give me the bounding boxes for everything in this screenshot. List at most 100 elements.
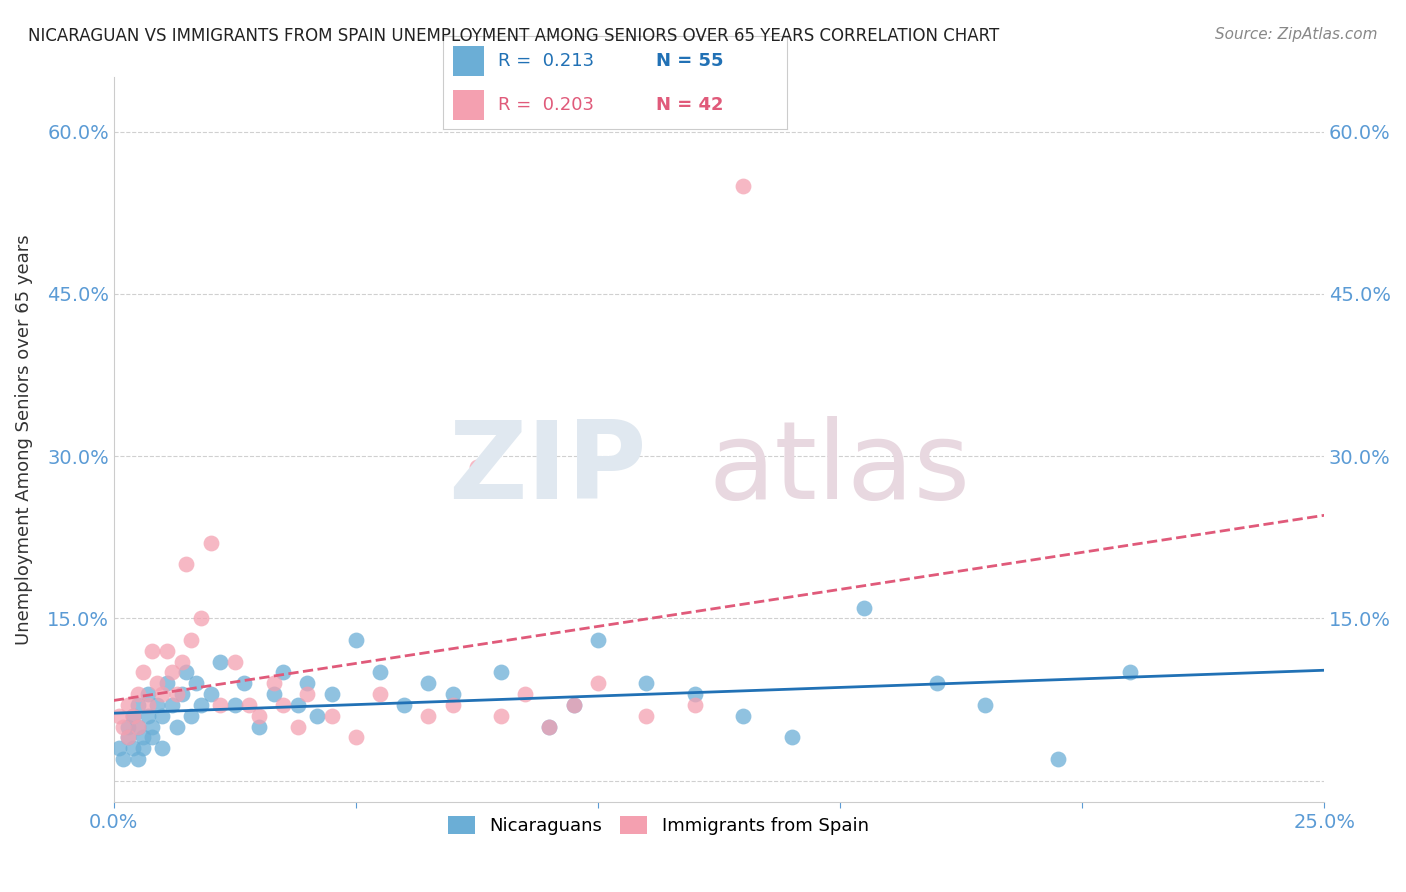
FancyBboxPatch shape bbox=[453, 46, 484, 76]
Point bbox=[166, 720, 188, 734]
Point bbox=[146, 676, 169, 690]
Point bbox=[117, 731, 139, 745]
Point bbox=[170, 687, 193, 701]
Point bbox=[287, 698, 309, 712]
Point bbox=[238, 698, 260, 712]
Point bbox=[156, 676, 179, 690]
Point bbox=[209, 698, 232, 712]
Point bbox=[418, 708, 440, 723]
Point bbox=[489, 665, 512, 680]
Point bbox=[141, 720, 163, 734]
Point bbox=[538, 720, 561, 734]
Point bbox=[489, 708, 512, 723]
Point bbox=[271, 665, 294, 680]
Point bbox=[271, 698, 294, 712]
Point bbox=[733, 178, 755, 193]
Point bbox=[117, 720, 139, 734]
Point bbox=[224, 698, 246, 712]
Point bbox=[141, 644, 163, 658]
Point bbox=[127, 698, 149, 712]
Point bbox=[538, 720, 561, 734]
Point bbox=[180, 632, 202, 647]
Point bbox=[127, 687, 149, 701]
Point bbox=[418, 676, 440, 690]
Point bbox=[160, 665, 183, 680]
Point bbox=[190, 611, 212, 625]
Point bbox=[683, 687, 706, 701]
Text: atlas: atlas bbox=[709, 416, 972, 522]
Point bbox=[122, 741, 145, 756]
Point bbox=[136, 687, 159, 701]
Point bbox=[321, 687, 343, 701]
FancyBboxPatch shape bbox=[453, 90, 484, 120]
Point bbox=[465, 459, 488, 474]
Point bbox=[184, 676, 207, 690]
Point bbox=[136, 698, 159, 712]
Point bbox=[1119, 665, 1142, 680]
Point bbox=[297, 687, 319, 701]
Point bbox=[224, 655, 246, 669]
Point bbox=[586, 676, 609, 690]
Point bbox=[127, 752, 149, 766]
Point bbox=[176, 665, 198, 680]
Y-axis label: Unemployment Among Seniors over 65 years: Unemployment Among Seniors over 65 years bbox=[15, 235, 32, 645]
Point bbox=[150, 741, 173, 756]
Point bbox=[156, 644, 179, 658]
Point bbox=[515, 687, 537, 701]
Point bbox=[107, 708, 129, 723]
Point bbox=[150, 708, 173, 723]
Point bbox=[107, 741, 129, 756]
Point bbox=[368, 665, 391, 680]
Text: N = 42: N = 42 bbox=[657, 96, 724, 114]
Point bbox=[170, 655, 193, 669]
Point bbox=[344, 731, 367, 745]
Point bbox=[307, 708, 329, 723]
Point bbox=[146, 698, 169, 712]
Point bbox=[136, 708, 159, 723]
Text: Source: ZipAtlas.com: Source: ZipAtlas.com bbox=[1215, 27, 1378, 42]
Point bbox=[247, 708, 270, 723]
Point bbox=[586, 632, 609, 647]
Point bbox=[190, 698, 212, 712]
Point bbox=[200, 535, 222, 549]
Point bbox=[974, 698, 997, 712]
Point bbox=[394, 698, 416, 712]
Point bbox=[733, 708, 755, 723]
Point bbox=[141, 731, 163, 745]
Point bbox=[233, 676, 256, 690]
Point bbox=[117, 731, 139, 745]
Point bbox=[636, 708, 658, 723]
Point bbox=[853, 600, 876, 615]
Point bbox=[132, 741, 155, 756]
Point bbox=[160, 698, 183, 712]
Point bbox=[132, 731, 155, 745]
Point bbox=[117, 698, 139, 712]
Text: R =  0.203: R = 0.203 bbox=[498, 96, 593, 114]
Point bbox=[344, 632, 367, 647]
Point bbox=[297, 676, 319, 690]
Legend: Nicaraguans, Immigrants from Spain: Nicaraguans, Immigrants from Spain bbox=[439, 806, 877, 844]
Point bbox=[112, 752, 135, 766]
Point bbox=[925, 676, 948, 690]
Point bbox=[176, 558, 198, 572]
Point bbox=[112, 720, 135, 734]
Point bbox=[562, 698, 585, 712]
Point bbox=[1046, 752, 1069, 766]
Point bbox=[122, 708, 145, 723]
Point bbox=[441, 698, 464, 712]
Point bbox=[180, 708, 202, 723]
Point bbox=[321, 708, 343, 723]
Text: R =  0.213: R = 0.213 bbox=[498, 52, 595, 70]
Point bbox=[209, 655, 232, 669]
Point bbox=[441, 687, 464, 701]
Point bbox=[247, 720, 270, 734]
Point bbox=[368, 687, 391, 701]
Point bbox=[263, 676, 285, 690]
Point bbox=[683, 698, 706, 712]
Text: NICARAGUAN VS IMMIGRANTS FROM SPAIN UNEMPLOYMENT AMONG SENIORS OVER 65 YEARS COR: NICARAGUAN VS IMMIGRANTS FROM SPAIN UNEM… bbox=[28, 27, 1000, 45]
Point bbox=[122, 708, 145, 723]
Point bbox=[150, 687, 173, 701]
Point bbox=[127, 720, 149, 734]
Point bbox=[127, 720, 149, 734]
Point bbox=[636, 676, 658, 690]
